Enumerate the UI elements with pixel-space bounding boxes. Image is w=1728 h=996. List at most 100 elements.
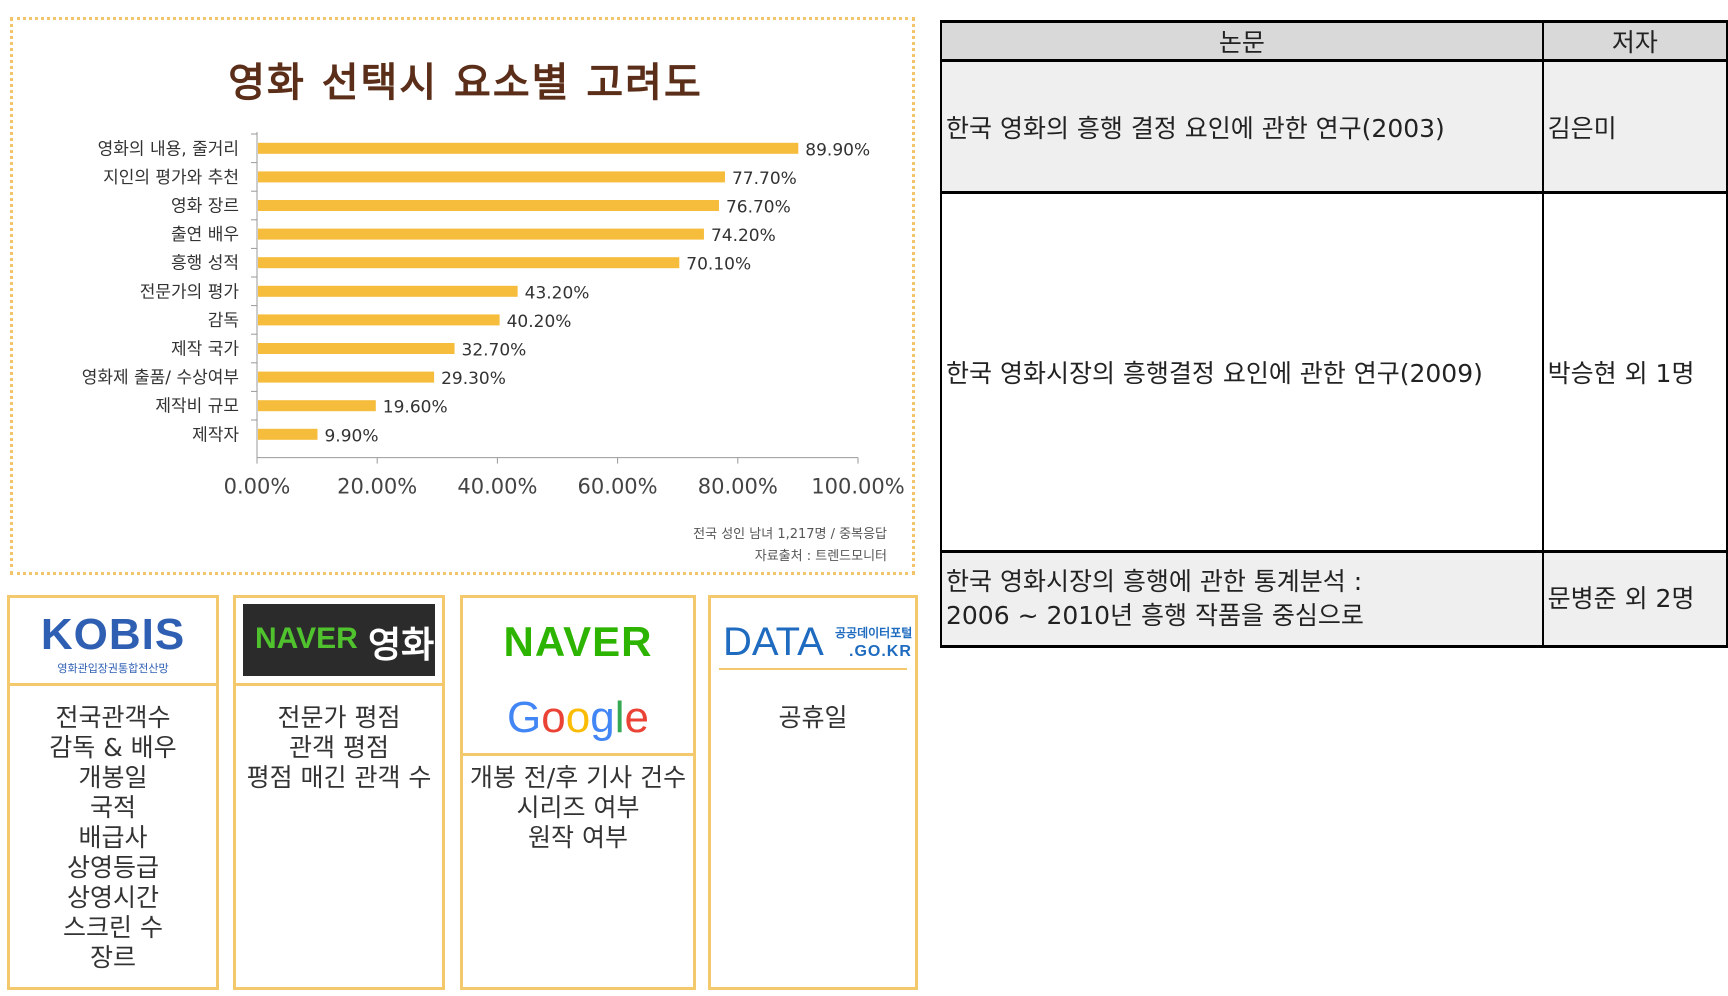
x-tick-label: 80.00% [698,475,778,499]
data-label: 74.20% [711,226,776,246]
list-item: 배급사 [78,823,148,852]
list-item: 시리즈 여부 [516,793,640,822]
data-portal-item-list: 공휴일 [711,703,915,733]
paper-title: 한국 영화시장의 흥행결정 요인에 관한 연구(2009) [940,192,1544,553]
kobis-logo-text: KOBIS [40,610,186,659]
chart-title: 영화 선택시 요소별 고려도 [228,60,703,106]
data-label: 19.60% [383,398,448,418]
list-item: 개봉일 [78,763,148,792]
paper-title-line: 한국 영화시장의 흥행에 관한 통계분석 : [946,567,1363,596]
google-logo-letter: o [565,693,591,742]
table-row: 한국 영화시장의 흥행결정 요인에 관한 연구(2009) 박승현 외 1명 [940,192,1728,553]
google-logo-letter: e [624,693,649,742]
category-label: 감독 [208,311,239,331]
card-data-portal: DATA 공공데이터포털 .GO.KR 공휴일 [708,595,918,990]
list-item: 상영시간 [66,883,159,912]
data-logo-subtext: 공공데이터포털 [835,626,913,640]
category-label: 지인의 평가와 추천 [103,168,239,188]
category-label: 출연 배우 [171,225,239,245]
paper-author: 박승현 외 1명 [1541,192,1728,553]
naver-logo: NAVER [463,598,693,683]
bar [258,314,500,326]
x-tick-label: 20.00% [337,475,417,499]
google-logo-letter: g [590,693,615,742]
paper-table: 논문 저자 한국 영화의 흥행 결정 요인에 관한 연구(2003) 김은미 한… [940,20,1728,648]
list-item: 국적 [89,793,136,822]
naver-google-item-list: 개봉 전/후 기사 건수 시리즈 여부 원작 여부 [463,763,693,853]
table-row: 한국 영화의 흥행 결정 요인에 관한 연구(2003) 김은미 [940,60,1728,194]
category-label: 영화제 출품/ 수상여부 [82,368,239,388]
kobis-logo: KOBIS 영화관입장권통합전산망 [10,598,216,686]
data-label: 9.90% [324,426,378,446]
bar [258,400,376,412]
x-tick-label: 40.00% [457,475,537,499]
list-item: 감독 & 배우 [49,733,177,762]
list-item: 공휴일 [778,703,848,732]
paper-title-line: 2006 ~ 2010년 흥행 작품을 중심으로 [946,601,1364,630]
naver-movie-item-list: 전문가 평점 관객 평점 평점 매긴 관객 수 [236,703,442,793]
naver-movie-logo-box: NAVER 영화 [243,604,435,676]
card-naver-google: NAVER Google 개봉 전/후 기사 건수 시리즈 여부 원작 여부 [460,595,696,990]
list-item: 관객 평점 [289,733,389,762]
bar [258,228,704,240]
data-label: 89.90% [805,140,870,160]
bar [258,257,680,269]
movie-logo-text: 영화 [368,625,435,666]
list-item: 스크린 수 [63,913,163,942]
data-label: 70.10% [686,255,751,275]
category-label: 흥행 성적 [171,254,239,274]
chart-note-source: 자료출처 : 트렌드모니터 [754,549,887,564]
category-label: 영화 장르 [171,197,239,217]
data-label: 77.70% [732,169,797,189]
category-label: 제작 국가 [171,340,239,360]
list-item: 상영등급 [66,853,159,882]
data-label: 32.70% [462,341,527,361]
header-author: 저자 [1541,20,1728,62]
paper-title: 한국 영화의 흥행 결정 요인에 관한 연구(2003) [940,60,1544,194]
list-item: 원작 여부 [528,823,628,852]
paper-title: 한국 영화시장의 흥행에 관한 통계분석 : 2006 ~ 2010년 흥행 작… [940,551,1544,648]
data-label: 76.70% [726,198,791,218]
bar [258,371,435,383]
data-label: 29.30% [441,369,506,389]
list-item: 전국관객수 [55,703,171,732]
data-logo-text: DATA [723,620,824,664]
header-paper: 논문 [940,20,1544,62]
bar [258,200,719,211]
google-logo-letter: G [507,693,542,742]
data-label: 43.20% [525,283,590,303]
naver-logo-text: NAVER [255,622,358,655]
google-logo-letter: o [541,693,566,742]
category-label: 제작비 규모 [155,397,239,417]
list-item: 장르 [89,943,136,972]
category-label: 전문가의 평가 [140,282,240,302]
paper-author: 김은미 [1541,60,1728,194]
card-kobis: KOBIS 영화관입장권통합전산망 전국관객수 감독 & 배우 개봉일 국적 배… [7,595,219,990]
bar-chart: 영화의 내용, 줄거리 89.90% 지인의 평가와 추천 77.70% 영화 장르 76… [82,132,905,499]
list-item: 전문가 평점 [277,703,401,732]
table-header-row: 논문 저자 [940,20,1728,62]
data-logo-domain: .GO.KR [849,643,912,660]
google-logo: Google [463,683,693,756]
x-tick-label: 0.00% [224,475,291,499]
google-logo-text: Google [463,693,693,743]
bar [258,428,318,440]
category-label: 제작자 [192,425,239,445]
bar [258,142,799,154]
kobis-logo-subtext: 영화관입장권통합전산망 [57,662,169,675]
data-portal-logo: DATA 공공데이터포털 .GO.KR [711,598,915,683]
list-item: 개봉 전/후 기사 건수 [469,763,687,792]
google-logo-letter: l [614,693,625,742]
chart-panel: 영화 선택시 요소별 고려도 영화의 내용, 줄거리 89.90% 지인의 평가와 … [10,17,915,575]
paper-author: 문병준 외 2명 [1541,551,1728,648]
bar [258,343,455,354]
bar [258,285,518,297]
chart-note-sample: 전국 성인 남녀 1,217명 / 중복응답 [693,527,887,542]
bar [258,171,725,183]
data-logo-divider [719,668,907,670]
list-item: 평점 매긴 관객 수 [246,763,432,792]
x-tick-label: 60.00% [578,475,658,499]
table-row: 한국 영화시장의 흥행에 관한 통계분석 : 2006 ~ 2010년 흥행 작… [940,551,1728,648]
card-naver-movie: NAVER 영화 전문가 평점 관객 평점 평점 매긴 관객 수 [233,595,445,990]
naver-logo-text: NAVER [503,618,653,665]
